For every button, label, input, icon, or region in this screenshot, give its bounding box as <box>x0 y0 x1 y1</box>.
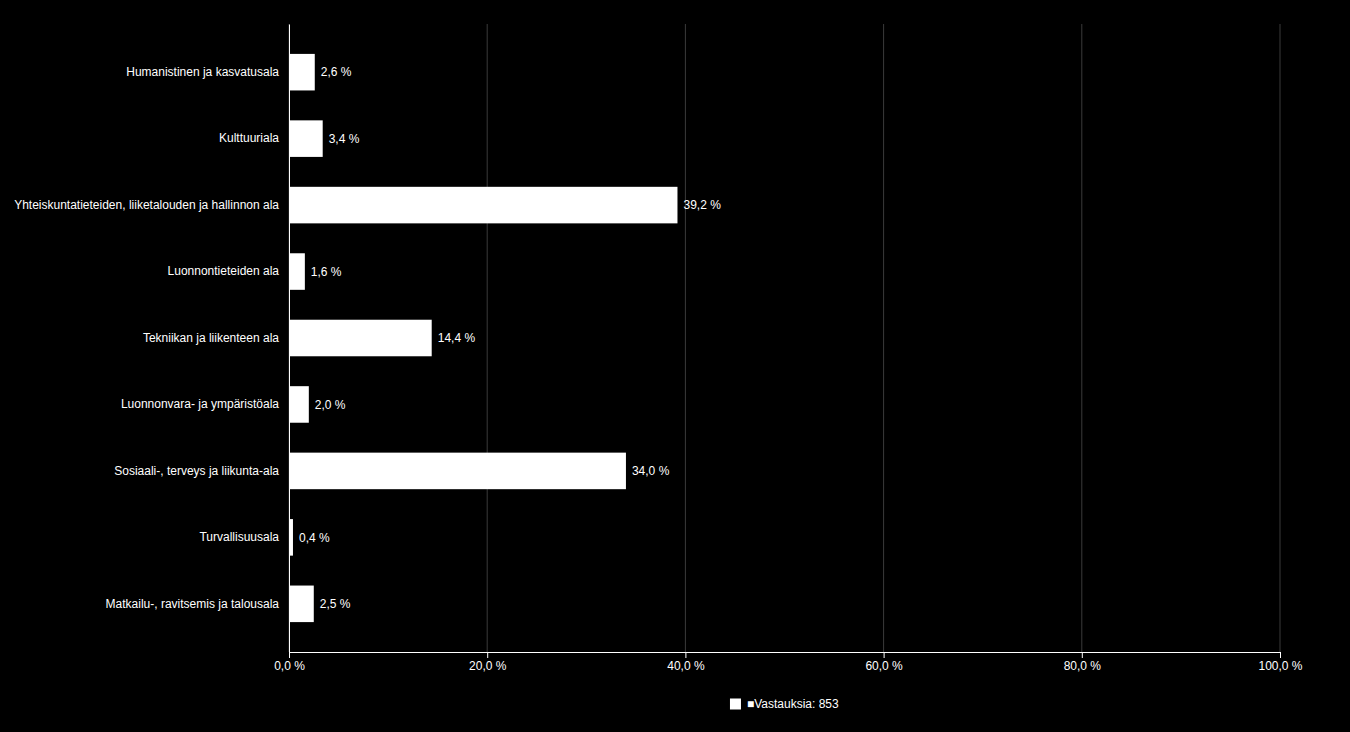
tick-label: Luonnontieteiden ala <box>168 264 280 278</box>
tick-label: Luonnonvara- ja ympäristöala <box>121 397 279 411</box>
grid-line <box>487 24 488 652</box>
tick-mark <box>487 652 488 658</box>
bars <box>289 54 677 622</box>
tick-label: Matkailu-, ravitsemis ja talousala <box>106 597 280 611</box>
tick: 0,0 % <box>274 652 305 673</box>
bar <box>289 586 314 623</box>
tick: Luonnontieteiden ala <box>168 264 289 278</box>
legend-item: ■Vastauksia: 853 <box>730 697 839 711</box>
tick: Turvallisuusala <box>199 530 289 544</box>
y-axis: Humanistinen ja kasvatusala Kulttuuriala Y… <box>14 25 289 653</box>
data-label: 2,6 % <box>321 65 352 79</box>
tick: 100,0 % <box>1258 652 1302 673</box>
tick-label: Turvallisuusala <box>199 530 279 544</box>
tick-mark <box>884 652 885 658</box>
tick-label: 80,0 % <box>1064 659 1102 673</box>
bar <box>289 453 626 490</box>
tick-mark <box>1280 652 1281 658</box>
bar <box>289 253 305 290</box>
tick: Sosiaali-, terveys ja liikunta-ala <box>114 464 289 478</box>
bar <box>289 120 323 157</box>
bar <box>289 386 309 423</box>
tick-mark <box>685 652 686 658</box>
tick-label: 100,0 % <box>1258 659 1302 673</box>
tick: 60,0 % <box>865 652 903 673</box>
data-label: 39,2 % <box>683 198 721 212</box>
legend: ■Vastauksia: 853 <box>730 697 839 711</box>
tick-label: 60,0 % <box>865 659 903 673</box>
tick: Humanistinen ja kasvatusala <box>126 65 289 79</box>
data-label: 3,4 % <box>329 132 360 146</box>
data-label: 1,6 % <box>311 265 342 279</box>
grid-line <box>1081 24 1082 652</box>
tick: Tekniikan ja liikenteen ala <box>143 331 289 345</box>
tick-label: 0,0 % <box>274 659 305 673</box>
data-label: 34,0 % <box>632 464 670 478</box>
tick-label: Kulttuuriala <box>219 131 279 145</box>
tick: Kulttuuriala <box>219 131 289 145</box>
grid-line <box>1280 24 1281 652</box>
axis-line <box>289 25 290 653</box>
bar <box>289 187 677 224</box>
data-label: 14,4 % <box>438 331 476 345</box>
data-label: 2,5 % <box>320 597 351 611</box>
data-labels: 2,6 % 3,4 % 39,2 % 1,6 % 14,4 % 2,0 % 34,0 % 0,… <box>299 65 721 611</box>
tick-mark <box>1082 652 1083 658</box>
grid-line <box>685 24 686 652</box>
tick-label: Tekniikan ja liikenteen ala <box>143 331 279 345</box>
tick-label: Sosiaali-, terveys ja liikunta-ala <box>114 464 279 478</box>
tick: Matkailu-, ravitsemis ja talousala <box>106 597 289 611</box>
tick: 40,0 % <box>667 652 705 673</box>
data-label: 0,4 % <box>299 531 330 545</box>
tick-label: 20,0 % <box>469 659 507 673</box>
tick: 20,0 % <box>469 652 507 673</box>
chart: 2,6 % 3,4 % 39,2 % 1,6 % 14,4 % 2,0 % 34,0 % 0,… <box>0 0 1350 732</box>
axis-line <box>290 653 1281 659</box>
tick: Luonnonvara- ja ympäristöala <box>121 397 289 411</box>
bar <box>289 54 315 91</box>
grid-line <box>289 24 290 652</box>
tick: Yhteiskuntatieteiden, liiketalouden ja h… <box>14 198 289 212</box>
grid <box>289 24 1280 652</box>
data-label: 2,0 % <box>315 398 346 412</box>
tick-mark <box>289 652 290 658</box>
tick-label: 40,0 % <box>667 659 705 673</box>
tick-label: Yhteiskuntatieteiden, liiketalouden ja h… <box>14 198 279 212</box>
bar <box>289 320 432 357</box>
grid-line <box>883 24 884 652</box>
tick: 80,0 % <box>1064 652 1102 673</box>
legend-label: ■Vastauksia: 853 <box>747 697 839 711</box>
x-axis: 0,0 % 20,0 % 40,0 % 60,0 % 80,0 % 100,0 % <box>274 652 1303 673</box>
plot: 2,6 % 3,4 % 39,2 % 1,6 % 14,4 % 2,0 % 34,0 % 0,… <box>14 24 1303 673</box>
tick-label: Humanistinen ja kasvatusala <box>126 65 279 79</box>
legend-swatch <box>730 699 741 710</box>
